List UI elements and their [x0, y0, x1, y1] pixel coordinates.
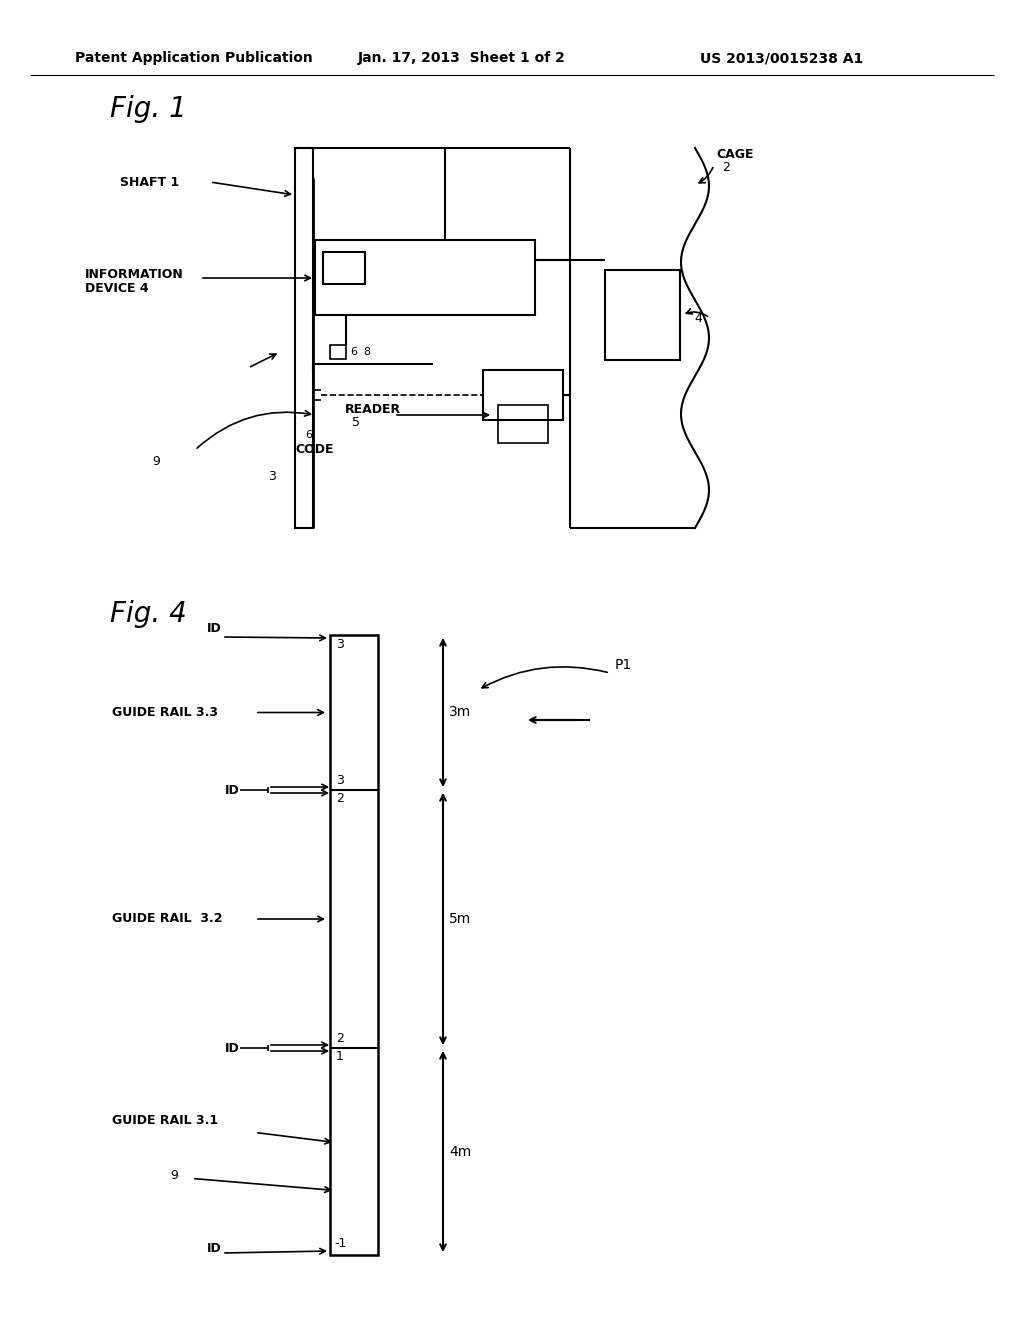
Text: 3: 3 — [336, 638, 344, 651]
Text: ID: ID — [225, 784, 240, 796]
Text: 9: 9 — [152, 455, 160, 469]
Text: Jan. 17, 2013  Sheet 1 of 2: Jan. 17, 2013 Sheet 1 of 2 — [358, 51, 566, 65]
Bar — [323, 252, 365, 284]
Text: GUIDE RAIL 3.3: GUIDE RAIL 3.3 — [112, 706, 218, 719]
Text: 3: 3 — [268, 470, 275, 483]
Text: P1: P1 — [615, 657, 632, 672]
Bar — [315, 240, 535, 315]
Text: 2: 2 — [336, 792, 344, 805]
Text: Patent Application Publication: Patent Application Publication — [75, 51, 312, 65]
Text: Fig. 4: Fig. 4 — [110, 601, 186, 628]
Text: INFORMATION: INFORMATION — [85, 268, 183, 281]
Text: GUIDE RAIL 3.1: GUIDE RAIL 3.1 — [112, 1114, 218, 1127]
Text: GUIDE RAIL  3.2: GUIDE RAIL 3.2 — [112, 912, 222, 925]
Text: 6: 6 — [350, 347, 357, 356]
Text: 3: 3 — [336, 774, 344, 787]
Text: 2: 2 — [722, 161, 730, 174]
Text: CAGE: CAGE — [716, 148, 754, 161]
Bar — [605, 271, 680, 360]
Bar — [498, 405, 548, 444]
Text: 2: 2 — [336, 1032, 344, 1045]
Text: CODE: CODE — [295, 444, 334, 455]
Bar — [330, 635, 378, 1255]
Text: 5: 5 — [352, 416, 360, 429]
Text: 3m: 3m — [449, 705, 471, 719]
Bar — [295, 148, 313, 528]
Text: -1: -1 — [334, 1237, 346, 1250]
Text: 6: 6 — [305, 430, 312, 440]
Text: 4: 4 — [694, 312, 701, 325]
Text: SHAFT 1: SHAFT 1 — [120, 176, 179, 189]
Bar — [330, 345, 346, 359]
Text: 5m: 5m — [449, 912, 471, 927]
Text: 4m: 4m — [449, 1144, 471, 1159]
Text: READER: READER — [345, 403, 401, 416]
Text: Fig. 1: Fig. 1 — [110, 95, 186, 123]
Text: DEVICE 4: DEVICE 4 — [85, 282, 148, 294]
Text: ID: ID — [207, 1242, 222, 1255]
Text: ID: ID — [225, 1041, 240, 1055]
Text: ID: ID — [207, 622, 222, 635]
Text: 1: 1 — [336, 1049, 344, 1063]
Text: 9: 9 — [170, 1170, 178, 1181]
Text: US 2013/0015238 A1: US 2013/0015238 A1 — [700, 51, 863, 65]
Text: 8: 8 — [362, 347, 370, 356]
Bar — [483, 370, 563, 420]
